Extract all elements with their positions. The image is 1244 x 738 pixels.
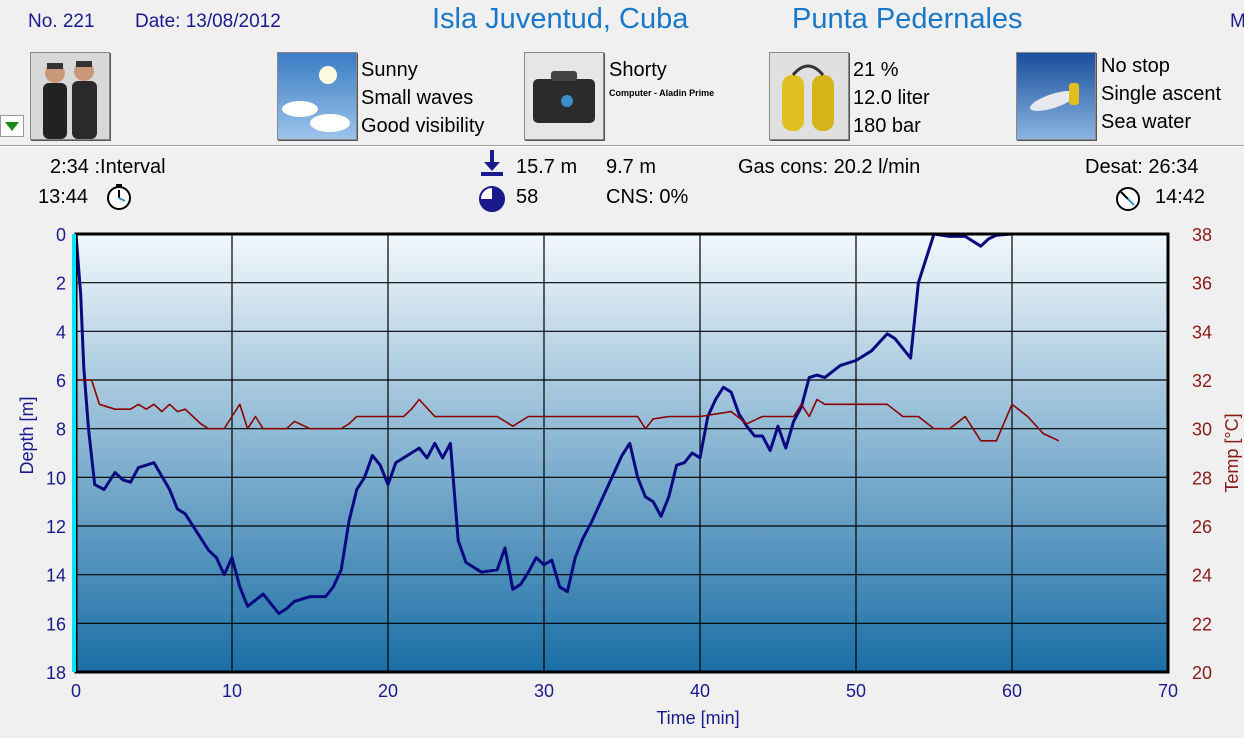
y2-tick-label: 26 (1192, 517, 1212, 537)
y2-axis-label: Temp [°C] (1222, 413, 1242, 492)
y-tick-label: 12 (46, 517, 66, 537)
y-tick-label: 2 (56, 274, 66, 294)
y2-tick-label: 20 (1192, 663, 1212, 683)
x-tick-label: 50 (846, 681, 866, 701)
x-tick-label: 0 (71, 681, 81, 701)
y2-tick-label: 36 (1192, 274, 1212, 294)
y-tick-label: 6 (56, 371, 66, 391)
x-tick-label: 60 (1002, 681, 1022, 701)
x-tick-label: 20 (378, 681, 398, 701)
x-tick-label: 10 (222, 681, 242, 701)
y2-tick-label: 28 (1192, 468, 1212, 488)
y-axis-label: Depth [m] (17, 396, 37, 474)
y2-tick-label: 38 (1192, 225, 1212, 245)
y2-tick-label: 32 (1192, 371, 1212, 391)
x-axis-label: Time [min] (656, 708, 739, 728)
x-tick-label: 40 (690, 681, 710, 701)
y-tick-label: 0 (56, 225, 66, 245)
y-tick-label: 8 (56, 420, 66, 440)
y2-tick-label: 30 (1192, 420, 1212, 440)
y-tick-label: 14 (46, 566, 66, 586)
x-tick-label: 70 (1158, 681, 1178, 701)
time-marker[interactable] (72, 234, 76, 672)
y-tick-label: 18 (46, 663, 66, 683)
y2-tick-label: 22 (1192, 614, 1212, 634)
y-tick-label: 4 (56, 322, 66, 342)
y2-tick-label: 24 (1192, 566, 1212, 586)
y-tick-label: 10 (46, 468, 66, 488)
y2-tick-label: 34 (1192, 322, 1212, 342)
x-tick-label: 30 (534, 681, 554, 701)
y-tick-label: 16 (46, 614, 66, 634)
